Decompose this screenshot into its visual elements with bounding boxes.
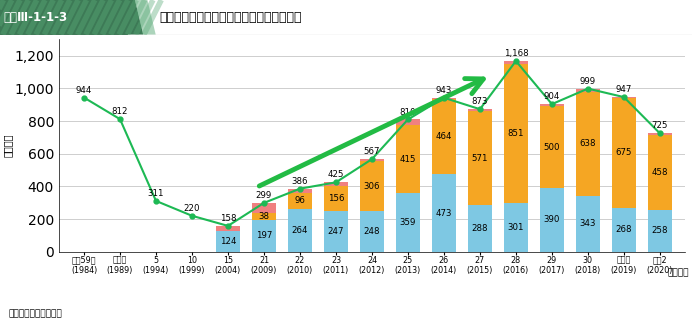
Text: 247: 247	[328, 227, 344, 236]
Text: 725: 725	[652, 121, 668, 130]
Bar	[612, 98, 635, 208]
Text: 96: 96	[295, 196, 305, 205]
Text: 425: 425	[328, 170, 344, 179]
Text: 415: 415	[400, 155, 416, 164]
Bar	[397, 193, 419, 252]
Text: 812: 812	[111, 107, 128, 116]
Text: 675: 675	[616, 148, 632, 157]
Bar	[361, 211, 383, 252]
Bar	[504, 61, 527, 63]
Text: 873: 873	[472, 97, 488, 106]
Text: 944: 944	[76, 86, 92, 95]
Bar	[325, 211, 347, 252]
Text: 299: 299	[256, 191, 272, 200]
Bar	[612, 208, 635, 252]
Text: 冷戦期以降の緊急発進実施回数とその内訳: 冷戦期以降の緊急発進実施回数とその内訳	[159, 11, 302, 24]
Text: 197: 197	[256, 231, 272, 240]
Text: （注）冷戦期のピーク: （注）冷戦期のピーク	[8, 309, 62, 318]
Text: 567: 567	[364, 147, 380, 156]
Text: 38: 38	[259, 212, 269, 221]
Text: （年度）: （年度）	[667, 268, 689, 277]
Text: 311: 311	[148, 189, 164, 198]
Text: 258: 258	[652, 226, 668, 235]
Bar	[576, 91, 599, 196]
Text: 268: 268	[616, 225, 632, 234]
Bar	[397, 125, 419, 193]
Bar	[648, 210, 671, 252]
Text: 220: 220	[184, 204, 200, 213]
Bar	[325, 182, 347, 186]
Text: 571: 571	[472, 154, 488, 163]
Bar	[432, 99, 455, 174]
Text: 473: 473	[436, 209, 452, 217]
Polygon shape	[135, 0, 156, 35]
Bar	[432, 174, 455, 252]
Bar	[253, 219, 275, 252]
Text: 156: 156	[328, 194, 344, 203]
Text: 851: 851	[508, 129, 524, 138]
Bar	[361, 159, 383, 161]
Text: 359: 359	[400, 218, 416, 227]
Bar	[468, 205, 491, 252]
Bar	[253, 203, 275, 213]
Text: 390: 390	[544, 215, 560, 224]
Text: 638: 638	[580, 139, 596, 148]
Bar	[253, 213, 275, 219]
Polygon shape	[120, 0, 143, 35]
Bar	[504, 203, 527, 252]
Bar	[289, 193, 311, 209]
Text: 500: 500	[544, 143, 560, 152]
Bar	[289, 209, 311, 252]
Bar	[217, 231, 239, 252]
Text: 124: 124	[220, 237, 236, 246]
Text: 810: 810	[400, 108, 416, 116]
Text: 386: 386	[292, 177, 308, 186]
Text: 264: 264	[292, 226, 308, 235]
Text: 248: 248	[364, 227, 380, 236]
Bar	[540, 106, 563, 188]
Bar	[576, 196, 599, 252]
Text: 343: 343	[580, 219, 596, 228]
Text: 図表Ⅲ-1-1-3: 図表Ⅲ-1-1-3	[3, 11, 68, 24]
Bar	[540, 188, 563, 252]
Text: 458: 458	[652, 168, 668, 177]
Bar	[397, 119, 419, 125]
Bar	[648, 133, 671, 135]
Text: 943: 943	[436, 86, 452, 95]
Text: 947: 947	[616, 85, 632, 94]
Text: 999: 999	[580, 77, 596, 86]
Bar	[504, 63, 527, 203]
Text: 464: 464	[436, 132, 452, 141]
Bar	[0, 0, 128, 35]
Bar	[540, 104, 563, 106]
Bar	[576, 89, 599, 91]
Bar	[289, 189, 311, 193]
Text: 904: 904	[544, 92, 560, 101]
Text: 158: 158	[220, 214, 236, 223]
Bar	[432, 98, 455, 99]
Bar	[325, 186, 347, 211]
Bar	[361, 161, 383, 211]
Text: 288: 288	[472, 224, 488, 233]
Text: 301: 301	[508, 223, 524, 232]
Bar	[468, 112, 491, 205]
Text: 1,168: 1,168	[504, 49, 528, 58]
Bar	[217, 226, 239, 231]
Bar	[468, 109, 491, 112]
Bar	[612, 97, 635, 98]
Y-axis label: （回数）: （回数）	[3, 134, 13, 157]
Text: 306: 306	[364, 182, 380, 191]
Bar	[648, 135, 671, 210]
